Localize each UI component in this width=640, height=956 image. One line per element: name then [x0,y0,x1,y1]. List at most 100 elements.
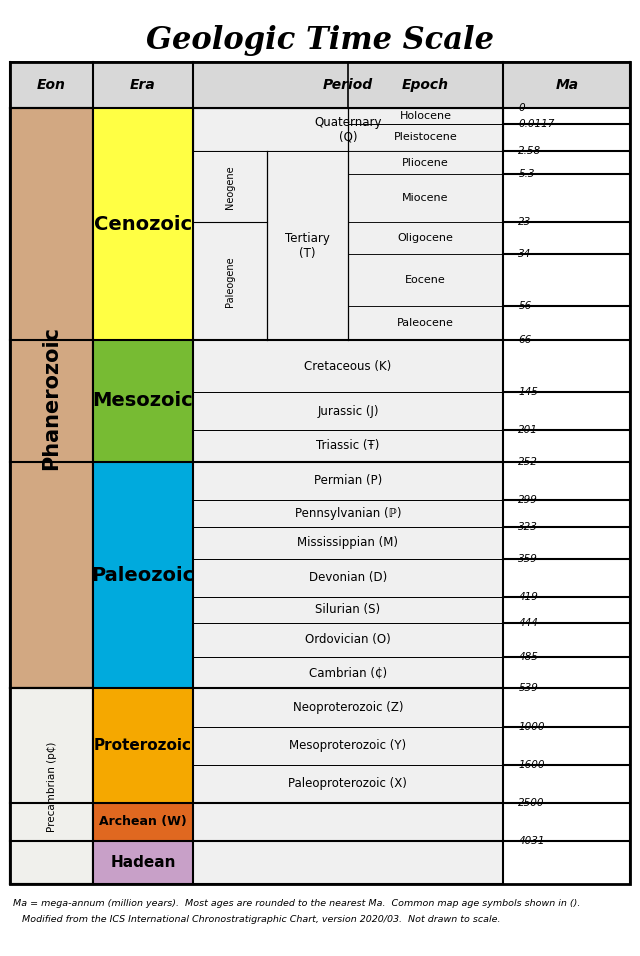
Bar [193,392,503,430]
Text: Mesoproterozoic (Y): Mesoproterozoic (Y) [289,739,406,752]
Text: 1000: 1000 [518,722,545,731]
Text: Cretaceous (K): Cretaceous (K) [304,359,392,373]
Text: Ma = mega-annum (million years).  Most ages are rounded to the nearest Ma.  Comm: Ma = mega-annum (million years). Most ag… [13,899,580,908]
Text: 5.3: 5.3 [518,169,535,179]
Text: 66: 66 [518,336,532,345]
Text: 0.0117: 0.0117 [518,119,555,129]
Text: 419: 419 [518,592,538,601]
Text: 1600: 1600 [518,760,545,770]
Text: Era: Era [130,78,156,92]
Text: 2500: 2500 [518,798,545,808]
Text: Modified from the ICS International Chronostratigraphic Chart, version 2020/03. : Modified from the ICS International Chro… [13,915,500,924]
Text: Phanerozoic: Phanerozoic [42,326,61,470]
Text: 2.58: 2.58 [518,146,541,157]
Bar [93,688,193,803]
Text: Triassic (Ŧ): Triassic (Ŧ) [316,440,380,452]
Text: Devonian (D): Devonian (D) [309,571,387,584]
Bar [193,658,503,688]
Text: 23: 23 [518,217,532,228]
Bar [193,727,503,765]
Text: Ma: Ma [556,78,579,92]
Text: Precambrian (p₵): Precambrian (p₵) [47,741,56,832]
Text: 201: 201 [518,425,538,435]
Text: Proterozoic: Proterozoic [94,738,192,753]
Bar [193,108,503,151]
Bar [93,340,193,462]
Bar [10,108,93,688]
Text: Archean (W): Archean (W) [99,815,187,829]
Text: Paleocene: Paleocene [397,318,454,328]
Bar [503,62,630,108]
Text: Mississippian (M): Mississippian (M) [298,536,399,550]
Text: Pleistocene: Pleistocene [394,133,458,142]
Text: Pennsylvanian (ℙ): Pennsylvanian (ℙ) [294,507,401,520]
Text: Pliocene: Pliocene [402,158,449,167]
Bar [93,108,193,340]
Bar [93,841,193,884]
Text: 444: 444 [518,618,538,628]
Text: 145: 145 [518,387,538,397]
Text: 0: 0 [518,103,525,113]
Text: Neogene: Neogene [225,165,235,208]
Bar [193,151,268,223]
Bar [193,528,503,558]
Bar [193,765,503,803]
Text: 359: 359 [518,554,538,563]
Text: Paleoproterozoic (X): Paleoproterozoic (X) [289,777,408,791]
Bar [193,62,503,108]
Bar [193,462,503,500]
Bar [348,223,503,253]
Text: Eon: Eon [37,78,66,92]
Bar [10,62,93,108]
Bar [348,306,503,340]
Text: 485: 485 [518,652,538,663]
Text: Jurassic (J): Jurassic (J) [317,404,379,418]
Bar [193,223,268,340]
Bar [193,430,503,462]
Bar [503,108,630,884]
Text: Miocene: Miocene [403,193,449,203]
Bar [348,151,503,174]
Text: Quaternary
(Q): Quaternary (Q) [314,116,381,143]
Text: Geologic Time Scale: Geologic Time Scale [146,25,494,55]
Bar [193,500,503,528]
Text: Ordovician (O): Ordovician (O) [305,634,391,646]
Text: Epoch: Epoch [402,78,449,92]
Bar [193,841,503,884]
Bar [348,174,503,223]
Text: 539: 539 [518,684,538,693]
Text: Paleogene: Paleogene [225,256,235,307]
Bar [10,62,630,884]
Text: Neoproterozoic (Z): Neoproterozoic (Z) [292,701,403,714]
Text: 323: 323 [518,522,538,532]
Text: 252: 252 [518,457,538,467]
Text: 56: 56 [518,300,532,311]
Bar [193,622,503,658]
Bar [193,597,503,622]
Text: Permian (P): Permian (P) [314,474,382,487]
Text: Oligocene: Oligocene [397,233,454,243]
Text: Silurian (S): Silurian (S) [316,603,381,617]
Text: Cambrian (₵): Cambrian (₵) [309,666,387,680]
Bar [93,803,193,841]
Text: Paleozoic: Paleozoic [92,566,195,584]
Bar [348,62,503,108]
Bar [93,62,193,108]
Text: Cenozoic: Cenozoic [94,215,192,233]
Bar [93,462,193,688]
Bar [10,688,93,884]
Bar [193,688,503,727]
Text: Mesozoic: Mesozoic [93,391,193,410]
Text: Period: Period [323,78,373,92]
Text: Hadean: Hadean [110,855,176,870]
Bar [348,253,503,306]
Text: Tertiary
(T): Tertiary (T) [285,231,330,260]
Bar [268,151,348,340]
Bar [193,803,503,841]
Bar [193,558,503,597]
Text: 4031: 4031 [518,836,545,846]
Text: 34: 34 [518,249,532,258]
Text: Holocene: Holocene [399,111,452,120]
Bar [193,340,503,392]
Text: 299: 299 [518,494,538,505]
